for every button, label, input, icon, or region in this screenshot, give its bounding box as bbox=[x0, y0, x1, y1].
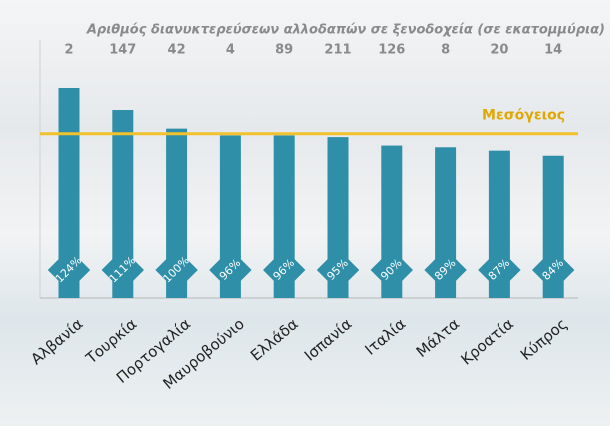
stays-value: 211 bbox=[324, 43, 351, 58]
diamond bbox=[370, 248, 414, 292]
stays-value: 20 bbox=[490, 43, 508, 58]
stays-value: 8 bbox=[441, 43, 450, 58]
diamond bbox=[155, 248, 198, 292]
bar bbox=[58, 88, 80, 298]
diamond bbox=[316, 248, 360, 292]
stays-value: 2 bbox=[64, 43, 73, 58]
stays-value: 4 bbox=[226, 43, 235, 58]
reference-label: Μεσόγειος bbox=[482, 108, 565, 124]
stays-value: 89 bbox=[275, 43, 293, 58]
diamond bbox=[262, 248, 306, 292]
bar bbox=[112, 110, 134, 298]
diamond bbox=[478, 248, 521, 292]
stays-value: 147 bbox=[109, 43, 136, 58]
stays-value: 42 bbox=[168, 43, 186, 58]
stays-title: Αριθμός διανυκτερεύσεων αλλοδαπών σε ξεν… bbox=[86, 23, 605, 38]
diamond bbox=[47, 248, 91, 292]
diamond bbox=[101, 248, 145, 292]
stays-value: 126 bbox=[378, 43, 405, 58]
stays-value: 14 bbox=[544, 43, 562, 58]
diamond bbox=[424, 248, 467, 292]
diamond bbox=[209, 248, 252, 292]
